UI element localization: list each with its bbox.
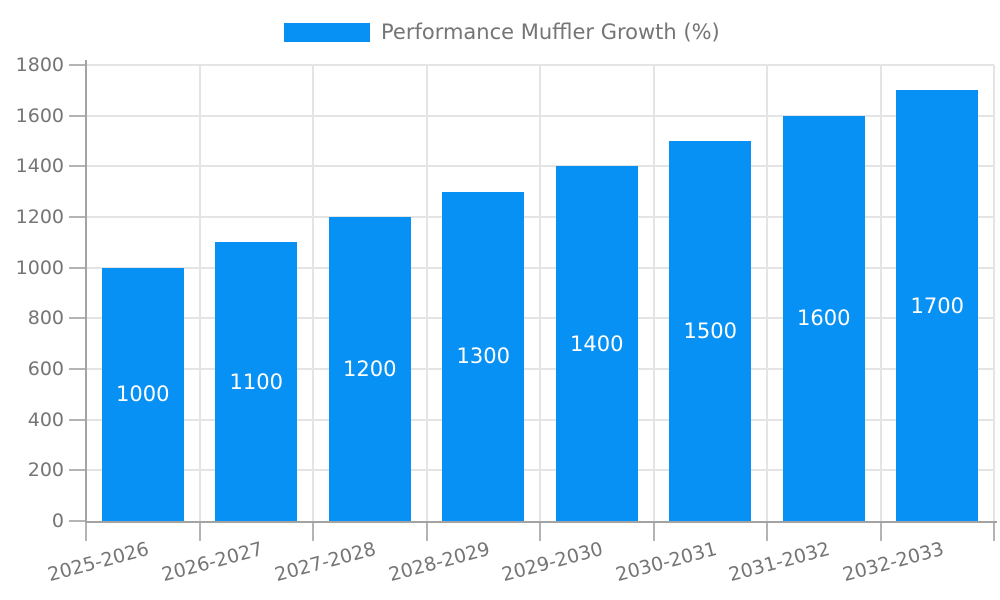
y-tick (69, 469, 86, 472)
x-tick (879, 523, 882, 541)
bar-value-label: 1200 (343, 357, 397, 381)
x-tick-label: 2029-2030 (499, 538, 606, 587)
y-tick (69, 216, 86, 218)
y-tick (69, 64, 86, 66)
bar-value-label: 1100 (229, 369, 283, 394)
bar-value-label: 1400 (570, 331, 624, 356)
y-tick-label: 800 (27, 307, 64, 330)
x-tick-label: 2031-2032 (726, 538, 833, 587)
bar-value-label: 1000 (116, 382, 170, 407)
x-axis (85, 521, 997, 523)
x-gridline (993, 65, 995, 521)
x-gridline (766, 65, 768, 521)
y-axis (85, 60, 87, 523)
bar-value-label: 1700 (910, 293, 964, 318)
bar[interactable] (215, 242, 298, 521)
x-tick-label: 2032-2033 (840, 538, 946, 587)
y-tick-label: 400 (27, 408, 64, 431)
y-tick (69, 418, 86, 421)
y-tick-label: 1800 (15, 54, 64, 76)
bar[interactable] (328, 217, 411, 521)
x-tick-label: 2025-2026 (45, 538, 152, 587)
x-tick-label: 2030-2031 (613, 538, 719, 587)
x-gridline (539, 65, 541, 521)
x-tick (652, 523, 655, 541)
bar-value-label: 1600 (797, 306, 851, 331)
x-tick (312, 523, 314, 541)
y-tick (69, 317, 86, 320)
x-tick-label: 2028-2029 (386, 538, 492, 587)
x-gridline (198, 65, 201, 521)
y-tick-label: 0 (51, 510, 64, 532)
x-tick-label: 2027-2028 (272, 538, 379, 587)
y-tick (69, 368, 86, 370)
x-tick (539, 523, 541, 541)
bar[interactable] (442, 191, 525, 521)
legend-label: Performance Muffler Growth (%) (381, 20, 720, 44)
x-gridline (425, 65, 428, 521)
bar-value-label: 1500 (683, 319, 737, 343)
legend[interactable]: Performance Muffler Growth (%) (284, 20, 720, 44)
bar[interactable] (896, 90, 979, 521)
bar-value-label: 1300 (456, 344, 510, 369)
y-tick-label: 1200 (15, 206, 64, 228)
y-tick-label: 1000 (15, 256, 64, 279)
x-tick-label: 2026-2027 (159, 538, 265, 587)
y-tick (69, 165, 86, 168)
y-tick-label: 200 (27, 459, 64, 482)
bar[interactable] (101, 267, 184, 521)
x-tick (85, 523, 87, 541)
x-tick (425, 523, 428, 541)
x-tick (198, 523, 201, 541)
x-tick (993, 523, 995, 541)
y-tick (69, 266, 86, 269)
x-tick (766, 523, 768, 541)
y-tick-label: 1600 (15, 104, 64, 127)
legend-swatch (284, 22, 370, 42)
x-gridline (652, 65, 655, 521)
x-gridline (312, 65, 314, 521)
y-tick (69, 114, 86, 117)
bar[interactable] (669, 141, 752, 521)
x-gridline (879, 65, 882, 521)
y-tick (69, 520, 86, 522)
bar[interactable] (782, 115, 865, 521)
bar[interactable] (555, 166, 638, 521)
y-tick-label: 1400 (15, 155, 64, 178)
y-tick-label: 600 (27, 358, 64, 380)
